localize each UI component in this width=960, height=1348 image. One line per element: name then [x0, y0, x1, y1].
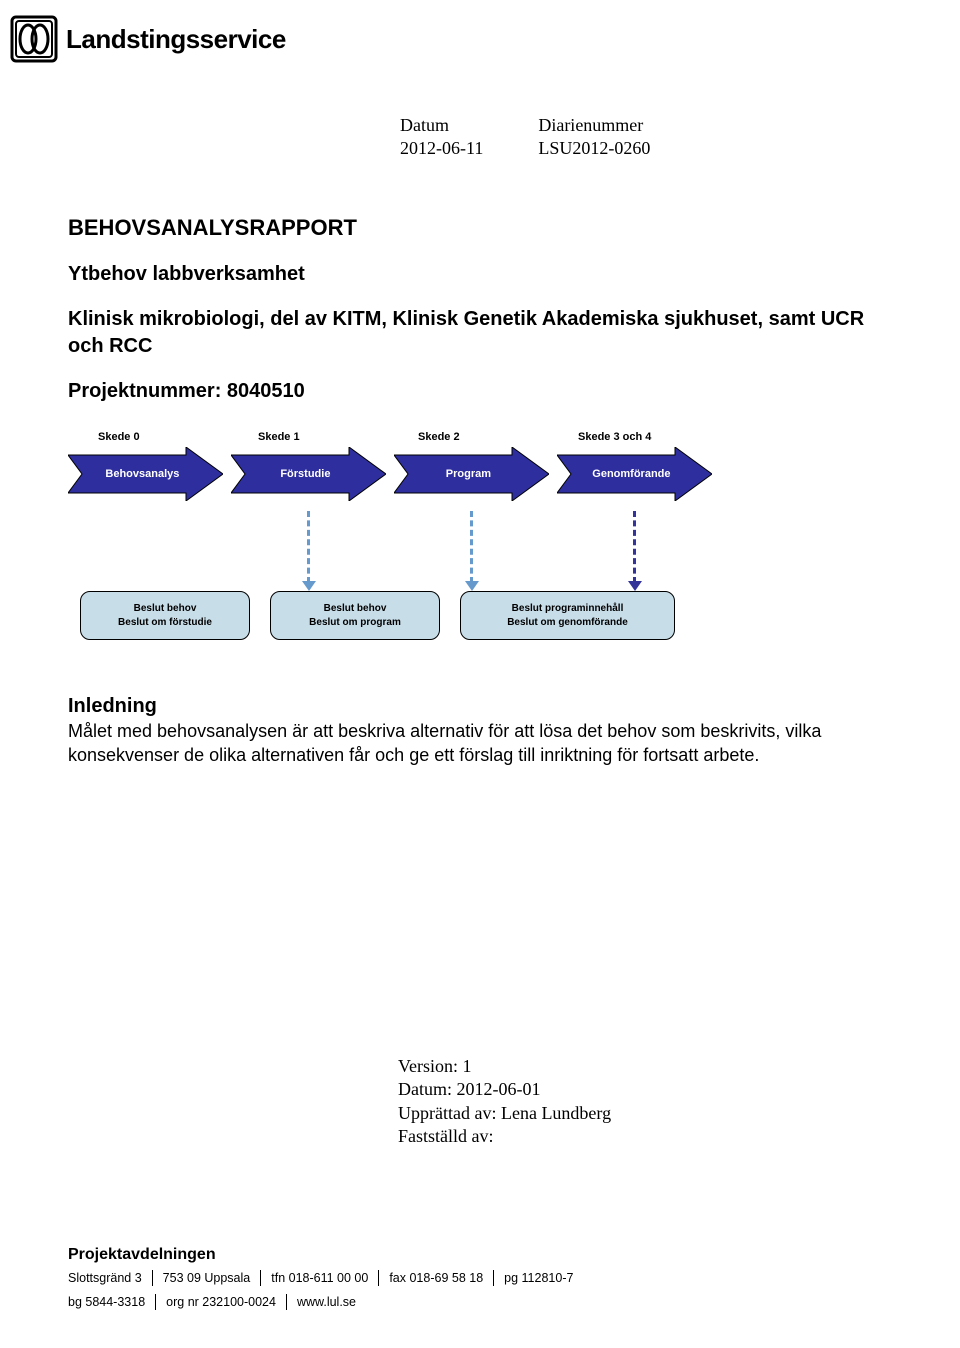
connector	[231, 511, 386, 591]
footer-separator	[493, 1270, 494, 1286]
skede-label: Skede 1	[258, 431, 418, 443]
footer-item: tfn 018-611 00 00	[271, 1271, 368, 1285]
connector	[394, 511, 549, 591]
logo-text: Landstingsservice	[66, 24, 286, 55]
process-arrow-label: Genomförande	[592, 468, 670, 480]
header-meta: Datum 2012-06-11 Diarienummer LSU2012-02…	[400, 115, 650, 159]
footer-separator	[286, 1294, 287, 1310]
decision-line: Beslut behov	[279, 602, 431, 616]
datum-value: 2012-06-11	[400, 138, 483, 159]
footer-row: bg 5844-3318 org nr 232100-0024 www.lul.se	[68, 1294, 892, 1310]
process-arrow-label: Program	[446, 468, 491, 480]
decision-line: Beslut behov	[89, 602, 241, 616]
datum-label: Datum	[400, 115, 483, 136]
diarie-value: LSU2012-0260	[538, 138, 650, 159]
footer-item: org nr 232100-0024	[166, 1295, 276, 1309]
connector	[557, 511, 712, 591]
skede-label: Skede 0	[98, 431, 258, 443]
process-arrow-label: Förstudie	[280, 468, 330, 480]
decision-box: Beslut behov Beslut om förstudie	[80, 591, 250, 640]
version-line: Version: 1	[398, 1055, 611, 1078]
skede-label: Skede 2	[418, 431, 578, 443]
decision-line: Beslut om program	[279, 616, 431, 630]
process-arrow: Genomförande	[557, 447, 712, 501]
process-arrow: Program	[394, 447, 549, 501]
diarie-label: Diarienummer	[538, 115, 650, 136]
process-arrow: Förstudie	[231, 447, 386, 501]
footer-separator	[378, 1270, 379, 1286]
decision-line: Beslut programinnehåll	[469, 602, 666, 616]
inledning-body: Målet med behovsanalysen är att beskriva…	[68, 720, 892, 768]
subtitle-1: Ytbehov labbverksamhet	[68, 263, 892, 286]
footer-row: Slottsgränd 3 753 09 Uppsala tfn 018-611 0…	[68, 1270, 892, 1286]
footer-separator	[152, 1270, 153, 1286]
version-line: Upprättad av: Lena Lundberg	[398, 1102, 611, 1125]
decision-box: Beslut programinnehåll Beslut om genomfö…	[460, 591, 675, 640]
version-block: Version: 1 Datum: 2012-06-01 Upprättad a…	[398, 1055, 611, 1149]
subtitle-2: Klinisk mikrobiologi, del av KITM, Klini…	[68, 306, 892, 360]
decision-line: Beslut om genomförande	[469, 616, 666, 630]
footer-item: pg 112810-7	[504, 1271, 573, 1285]
footer-separator	[155, 1294, 156, 1310]
logo-icon	[10, 15, 58, 63]
footer-item: 753 09 Uppsala	[163, 1271, 251, 1285]
project-number: Projektnummer: 8040510	[68, 380, 892, 403]
footer-title: Projektavdelningen	[68, 1246, 892, 1264]
version-line: Fastställd av:	[398, 1125, 611, 1148]
decision-box: Beslut behov Beslut om program	[270, 591, 440, 640]
footer-item: bg 5844-3318	[68, 1295, 145, 1309]
footer-item: Slottsgränd 3	[68, 1271, 142, 1285]
footer-item: www.lul.se	[297, 1295, 356, 1309]
decision-line: Beslut om förstudie	[89, 616, 241, 630]
report-title: BEHOVSANALYSRAPPORT	[68, 215, 892, 241]
footer: Projektavdelningen Slottsgränd 3 753 09 U…	[68, 1246, 892, 1318]
process-diagram: Skede 0 Skede 1 Skede 2 Skede 3 och 4 Be…	[68, 431, 748, 640]
skede-label: Skede 3 och 4	[578, 431, 738, 443]
logo: Landstingsservice	[10, 15, 286, 63]
process-arrow-label: Behovsanalys	[105, 468, 179, 480]
inledning-heading: Inledning	[68, 695, 892, 718]
version-line: Datum: 2012-06-01	[398, 1078, 611, 1101]
process-arrow: Behovsanalys	[68, 447, 223, 501]
footer-separator	[260, 1270, 261, 1286]
footer-item: fax 018-69 58 18	[389, 1271, 483, 1285]
